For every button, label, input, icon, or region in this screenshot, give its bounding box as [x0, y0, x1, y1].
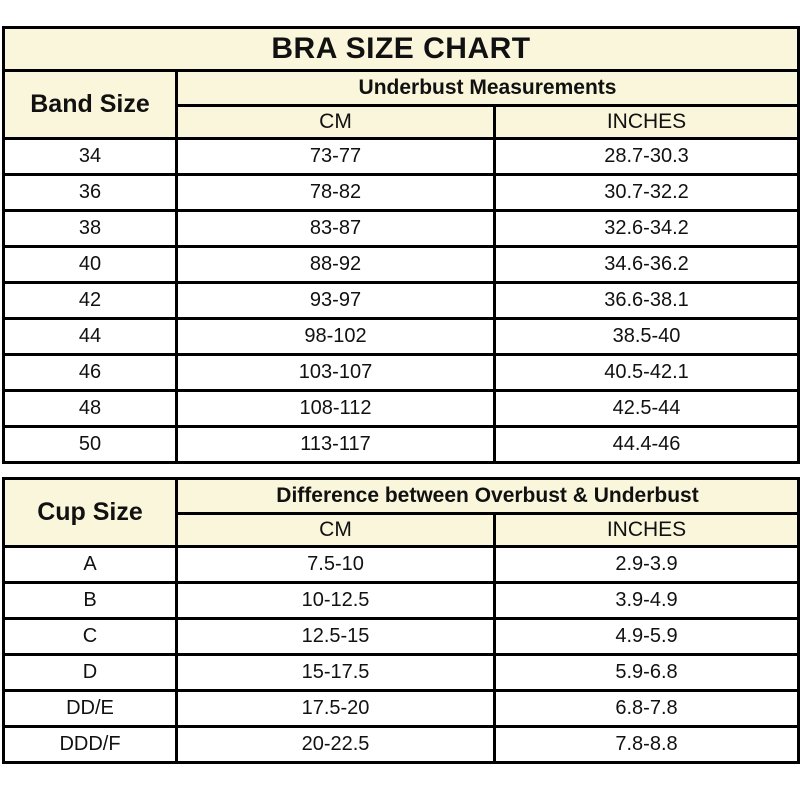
underbust-measurements-header: Underbust Measurements [175, 69, 800, 107]
table-row: A 7.5-10 2.9-3.9 [2, 545, 800, 584]
cup-size-value: DD/E [2, 689, 178, 728]
band-size-value: 48 [2, 389, 178, 428]
table-row: 44 98-102 38.5-40 [2, 317, 800, 356]
chart-title-row: BRA SIZE CHART [2, 26, 800, 72]
band-inches-value: 28.7-30.3 [493, 137, 800, 176]
band-cm-header: CM [175, 104, 496, 140]
table-row: 42 93-97 36.6-38.1 [2, 281, 800, 320]
band-inches-value: 42.5-44 [493, 389, 800, 428]
band-size-header: Band Size [2, 69, 178, 140]
cup-size-value: C [2, 617, 178, 656]
cup-inches-value: 3.9-4.9 [492, 581, 800, 620]
cup-size-header: Cup Size [2, 477, 178, 548]
cup-inches-value: 6.8-7.8 [492, 689, 800, 728]
band-inches-header: INCHES [493, 104, 800, 140]
band-cm-value: 88-92 [175, 245, 496, 284]
band-size-value: 42 [2, 281, 178, 320]
difference-header: Difference between Overbust & Underbust [174, 477, 800, 515]
table-row: 48 108-112 42.5-44 [2, 389, 800, 428]
table-row: 46 103-107 40.5-42.1 [2, 353, 800, 392]
band-inches-value: 32.6-34.2 [493, 209, 800, 248]
band-inches-value: 38.5-40 [493, 317, 800, 356]
cup-size-table: Cup Size Difference between Overbust & U… [2, 477, 800, 764]
band-size-value: 46 [2, 353, 178, 392]
cup-size-value: D [2, 653, 178, 692]
table-row: 50 113-117 44.4-46 [2, 425, 800, 464]
band-inches-value: 30.7-32.2 [493, 173, 800, 212]
table-row: 38 83-87 32.6-34.2 [2, 209, 800, 248]
band-inches-value: 34.6-36.2 [493, 245, 800, 284]
band-cm-value: 113-117 [175, 425, 496, 464]
cup-unit-header-row: CM INCHES [4, 512, 800, 548]
cup-cm-value: 17.5-20 [175, 689, 496, 728]
cup-size-value: B [2, 581, 178, 620]
cup-size-value: DDD/F [2, 725, 178, 764]
table-row: D 15-17.5 5.9-6.8 [2, 653, 800, 692]
band-cm-value: 73-77 [175, 137, 496, 176]
table-row: B 10-12.5 3.9-4.9 [2, 581, 800, 620]
cup-cm-header: CM [175, 512, 496, 548]
band-cm-value: 78-82 [175, 173, 496, 212]
band-size-value: 40 [2, 245, 178, 284]
band-cm-value: 83-87 [175, 209, 496, 248]
band-size-value: 44 [2, 317, 178, 356]
band-size-value: 50 [2, 425, 178, 464]
cup-group-header-row: Cup Size Difference between Overbust & U… [2, 477, 800, 548]
cup-inches-value: 5.9-6.8 [492, 653, 800, 692]
cup-cm-value: 15-17.5 [175, 653, 496, 692]
cup-inches-value: 7.8-8.8 [492, 725, 800, 764]
band-size-value: 36 [2, 173, 178, 212]
cup-size-value: A [2, 545, 178, 584]
cup-cm-value: 20-22.5 [175, 725, 496, 764]
table-row: 40 88-92 34.6-36.2 [2, 245, 800, 284]
cup-inches-header: INCHES [492, 512, 800, 548]
band-cm-value: 93-97 [175, 281, 496, 320]
band-cm-value: 98-102 [175, 317, 496, 356]
table-row: 34 73-77 28.7-30.3 [2, 137, 800, 176]
table-row: C 12.5-15 4.9-5.9 [2, 617, 800, 656]
cup-cm-value: 12.5-15 [175, 617, 496, 656]
band-size-table: BRA SIZE CHART Band Size Underbust Measu… [2, 26, 800, 464]
table-row: DD/E 17.5-20 6.8-7.8 [2, 689, 800, 728]
table-row: 36 78-82 30.7-32.2 [2, 173, 800, 212]
cup-cm-value: 10-12.5 [175, 581, 496, 620]
cup-inches-value: 2.9-3.9 [492, 545, 800, 584]
band-unit-header-row: CM INCHES [4, 104, 800, 140]
band-inches-value: 40.5-42.1 [493, 353, 800, 392]
chart-title: BRA SIZE CHART [2, 26, 800, 72]
band-cm-value: 108-112 [175, 389, 496, 428]
table-row: DDD/F 20-22.5 7.8-8.8 [2, 725, 800, 764]
band-inches-value: 36.6-38.1 [493, 281, 800, 320]
cup-inches-value: 4.9-5.9 [492, 617, 800, 656]
band-size-value: 34 [2, 137, 178, 176]
band-cm-value: 103-107 [175, 353, 496, 392]
cup-cm-value: 7.5-10 [175, 545, 496, 584]
band-size-value: 38 [2, 209, 178, 248]
band-inches-value: 44.4-46 [493, 425, 800, 464]
band-group-header-row: Band Size Underbust Measurements [2, 69, 800, 140]
